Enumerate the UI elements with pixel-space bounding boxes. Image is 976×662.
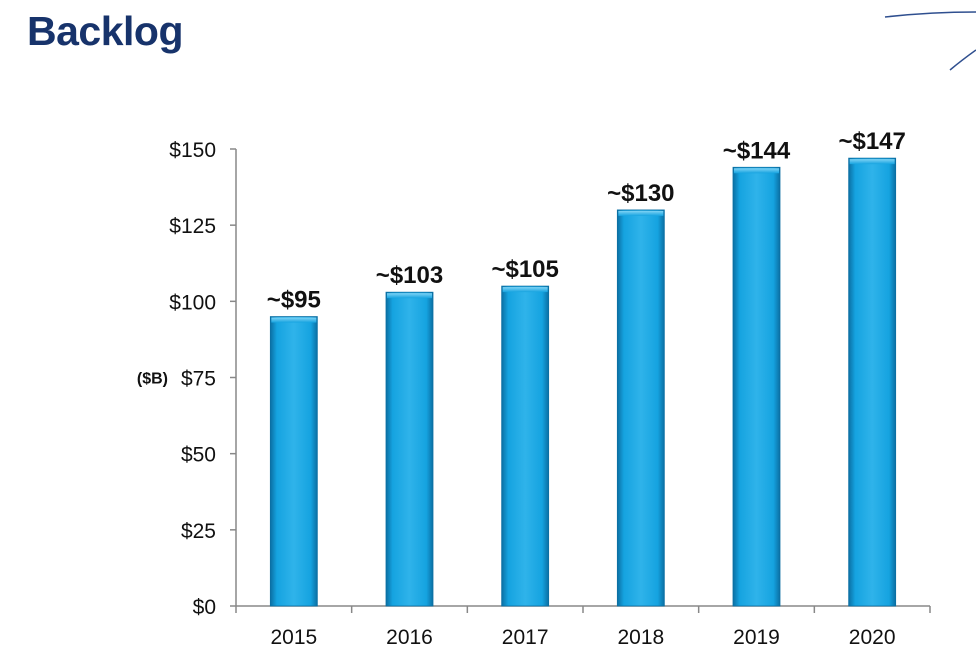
bar-2016: [385, 291, 434, 607]
y-tick-label: $25: [181, 520, 216, 543]
y-tick-label: $150: [169, 139, 216, 162]
bar-cap-2015: [271, 317, 317, 323]
x-tick-label: 2017: [502, 626, 549, 649]
bar-2015: [269, 316, 318, 607]
data-label-2018: ~$130: [607, 180, 674, 207]
bar-series: [269, 157, 897, 607]
data-labels: ~$95 ~$103 ~$105 ~$130 ~$144 ~$147: [267, 128, 906, 313]
x-tick-label: 2018: [617, 626, 664, 649]
bar-cap-2020: [849, 159, 895, 165]
bar-cap-2016: [387, 293, 432, 299]
page-title: Backlog: [27, 8, 184, 54]
y-axis: $0 $25 $50 $75 $100 $125 $150 ($B): [137, 139, 237, 619]
data-label-2019: ~$144: [723, 137, 791, 164]
x-tick-label: 2019: [733, 626, 780, 649]
x-tick-label: 2015: [270, 626, 317, 649]
data-label-2015: ~$95: [267, 287, 321, 314]
bar-2019: [732, 166, 781, 607]
x-tick-label: 2016: [386, 626, 433, 649]
bar-cap-2019: [734, 168, 779, 174]
y-tick-label: $75: [181, 368, 216, 391]
bar-2020: [848, 157, 897, 607]
bar-2017: [501, 285, 550, 607]
bar-2018: [616, 209, 665, 607]
x-tick-label: 2020: [849, 626, 896, 649]
y-tick-label: $125: [169, 215, 216, 238]
y-tick-label: $50: [181, 444, 216, 467]
bar-cap-2018: [618, 210, 664, 216]
decorative-swoosh-line-lower: [949, 49, 976, 71]
data-label-2017: ~$105: [491, 256, 558, 283]
y-tick-label: $100: [169, 291, 216, 314]
y-tick-label: $0: [193, 596, 216, 619]
data-label-2016: ~$103: [376, 262, 443, 289]
decorative-swoosh-line-upper: [884, 11, 976, 18]
decorative-swoosh: [884, 11, 976, 71]
x-axis: 2015 2016 2017 2018 2019 2020: [235, 605, 931, 649]
y-axis-unit-label: ($B): [137, 371, 168, 388]
bar-cap-2017: [502, 287, 548, 293]
data-label-2020: ~$147: [838, 128, 905, 155]
